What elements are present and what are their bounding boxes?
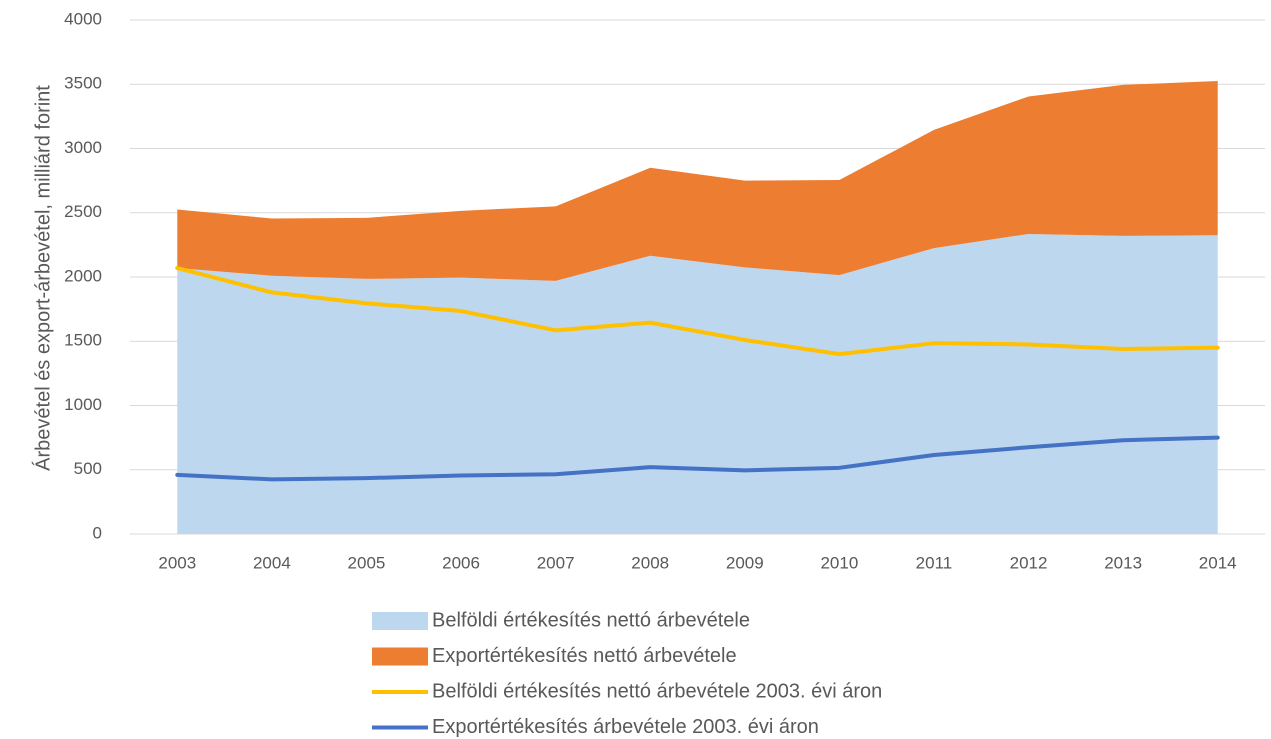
y-tick-label: 4000	[64, 9, 102, 28]
x-tick-label: 2013	[1104, 553, 1142, 572]
x-tick-label: 2003	[158, 553, 196, 572]
x-tick-label: 2012	[1010, 553, 1048, 572]
x-tick-label: 2010	[820, 553, 858, 572]
line	[175, 266, 1220, 357]
x-tick-label: 2004	[253, 553, 291, 572]
legend-label: Exportértékesítés árbevétele 2003. évi á…	[432, 716, 819, 738]
y-tick-label: 1500	[64, 331, 102, 350]
area	[177, 81, 1218, 281]
y-tick-label: 0	[93, 523, 102, 542]
x-tick-label: 2009	[726, 553, 764, 572]
x-tick-label: 2005	[348, 553, 386, 572]
legend-label: Belföldi értékesítés nettó árbevétele	[432, 609, 750, 631]
y-axis-title: Árbevétel és export-árbevétel, milliárd …	[31, 85, 54, 471]
y-tick-label: 1000	[64, 395, 102, 414]
x-tick-label: 2006	[442, 553, 480, 572]
legend-label: Exportértékesítés nettó árbevétele	[432, 645, 737, 667]
legend-swatch	[372, 647, 428, 666]
x-tick-label: 2014	[1199, 553, 1237, 572]
x-tick-label: 2008	[631, 553, 669, 572]
line	[175, 435, 1220, 482]
legend-label: Belföldi értékesítés nettó árbevétele 20…	[432, 680, 882, 702]
y-tick-label: 3000	[64, 138, 102, 157]
y-tick-label: 500	[74, 459, 102, 478]
y-tick-label: 3500	[64, 74, 102, 93]
area	[177, 233, 1218, 534]
x-tick-label: 2011	[916, 553, 953, 572]
labels: 0 500 1000 1500 2000 2500 3000 3500 4000 2003 2004…	[64, 9, 1236, 737]
plot	[175, 81, 1220, 534]
y-tick-label: 2000	[64, 266, 102, 285]
legend-swatch	[372, 612, 428, 630]
x-tick-label: 2007	[537, 553, 575, 572]
y-tick-label: 2500	[64, 202, 102, 221]
